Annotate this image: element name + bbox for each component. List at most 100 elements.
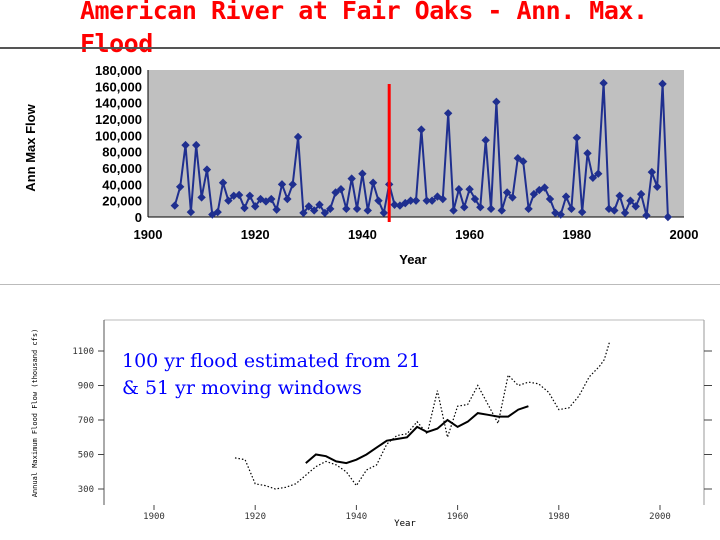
data-point-marker (502, 188, 512, 197)
data-point-marker (620, 208, 630, 218)
data-point-marker (486, 204, 496, 214)
x-tick-label: 2000 (649, 512, 671, 522)
data-point-marker (358, 169, 367, 178)
data-point-marker (529, 189, 539, 199)
y-tick-label: 20,000 (102, 194, 142, 209)
data-point-marker (460, 203, 469, 212)
x-tick-label: 1920 (244, 512, 266, 522)
data-point-marker (599, 78, 608, 88)
data-point-marker (234, 190, 244, 200)
y-tick-label: 900 (78, 382, 94, 392)
data-point-marker (476, 203, 485, 212)
data-point-marker (653, 182, 662, 191)
data-point-marker (545, 194, 555, 204)
x-tick-label: 1980 (562, 227, 591, 242)
title-divider (0, 47, 720, 49)
x-tick-label: 1900 (134, 227, 163, 242)
section-divider (0, 284, 720, 285)
data-point-marker (245, 191, 255, 200)
y-tick-label: 700 (78, 416, 94, 426)
y-tick-label: 300 (78, 485, 94, 495)
data-point-marker (224, 196, 233, 205)
data-point-marker (465, 185, 474, 194)
y-tick-label: 1100 (72, 347, 94, 357)
data-point-marker (304, 202, 313, 211)
x-axis-label: Year (399, 252, 426, 267)
data-point-marker (401, 198, 410, 208)
data-point-marker (320, 208, 330, 218)
data-point-marker (288, 180, 297, 189)
y-axis-label: Annual Maximum Flood Flow (thousand cfs) (31, 329, 39, 498)
data-point-marker (567, 204, 576, 214)
data-point-marker (524, 204, 533, 214)
data-point-marker (470, 194, 480, 204)
data-point-marker (336, 185, 346, 194)
x-tick-label: 1980 (548, 512, 570, 522)
data-point-marker (352, 204, 362, 214)
data-point-marker (583, 149, 592, 158)
data-point-marker (202, 165, 212, 174)
x-tick-label: 1960 (447, 512, 469, 522)
x-tick-labels: 1900 1920 1940 1960 1980 2000 (134, 227, 699, 242)
data-point-marker (181, 140, 190, 150)
y-tick-label: 120,000 (95, 112, 142, 127)
x-tick-label: 1940 (346, 512, 368, 522)
data-point-marker (631, 202, 640, 211)
data-point-marker (663, 212, 673, 222)
data-point-marker (481, 136, 490, 145)
data-point-marker (636, 189, 646, 199)
data-point-marker (251, 202, 260, 211)
annual-max-flow-chart: 020,00040,00060,00080,000100,000120,0001… (23, 63, 699, 267)
data-point-marker (519, 157, 528, 166)
data-point-marker (577, 207, 587, 217)
y-tick-label: 160,000 (95, 79, 142, 94)
data-point-marker (497, 206, 506, 215)
data-point-marker (240, 203, 249, 213)
x-tick-label: 1920 (241, 227, 270, 242)
data-point-marker (213, 207, 222, 217)
flow-series (170, 78, 673, 222)
data-point-marker (626, 196, 635, 205)
y-tick-label: 100,000 (95, 128, 142, 143)
data-point-marker (427, 196, 437, 205)
y-tick-labels: 020,00040,00060,00080,000100,000120,0001… (95, 63, 142, 225)
data-point-marker (492, 97, 501, 107)
data-point-marker (229, 191, 238, 200)
data-point-marker (390, 200, 399, 209)
y-tick-label: 140,000 (95, 96, 142, 111)
data-point-marker (642, 211, 651, 220)
data-point-marker (610, 206, 619, 215)
data-point-marker (658, 79, 667, 89)
data-point-marker (615, 191, 624, 200)
moving-window-chart: 300 500 700 900 1100 1900 1920 1940 1960 1980 200… (31, 319, 712, 529)
data-point-marker (540, 183, 549, 192)
data-point-marker (588, 173, 598, 182)
data-point-marker (443, 109, 453, 118)
data-point-marker (561, 192, 571, 201)
data-point-marker (283, 194, 292, 204)
data-point-marker (454, 185, 464, 194)
data-point-marker (197, 193, 206, 202)
data-point-marker (309, 206, 319, 215)
x-tick-label: 1900 (143, 512, 165, 522)
data-point-marker (299, 208, 308, 218)
series-line-21yr (234, 342, 610, 490)
y-tick-label: 500 (78, 451, 94, 461)
data-point-marker (411, 196, 421, 205)
data-point-marker (267, 194, 276, 204)
data-point-marker (293, 132, 303, 142)
x-axis-label: Year (394, 519, 416, 529)
data-point-marker (508, 193, 517, 202)
y-tick-label: 180,000 (95, 63, 142, 78)
y-tick-label: 40,000 (102, 177, 142, 192)
data-point-marker (374, 196, 383, 205)
data-point-marker (315, 200, 324, 209)
data-point-marker (556, 210, 565, 219)
data-point-marker (331, 188, 340, 197)
data-point-marker (347, 174, 356, 183)
y-axis-label: Ann Max Flow (23, 103, 38, 191)
data-point-marker (449, 206, 458, 215)
data-point-marker (379, 208, 389, 218)
data-point-marker (647, 167, 657, 177)
data-point-marker (513, 154, 523, 163)
